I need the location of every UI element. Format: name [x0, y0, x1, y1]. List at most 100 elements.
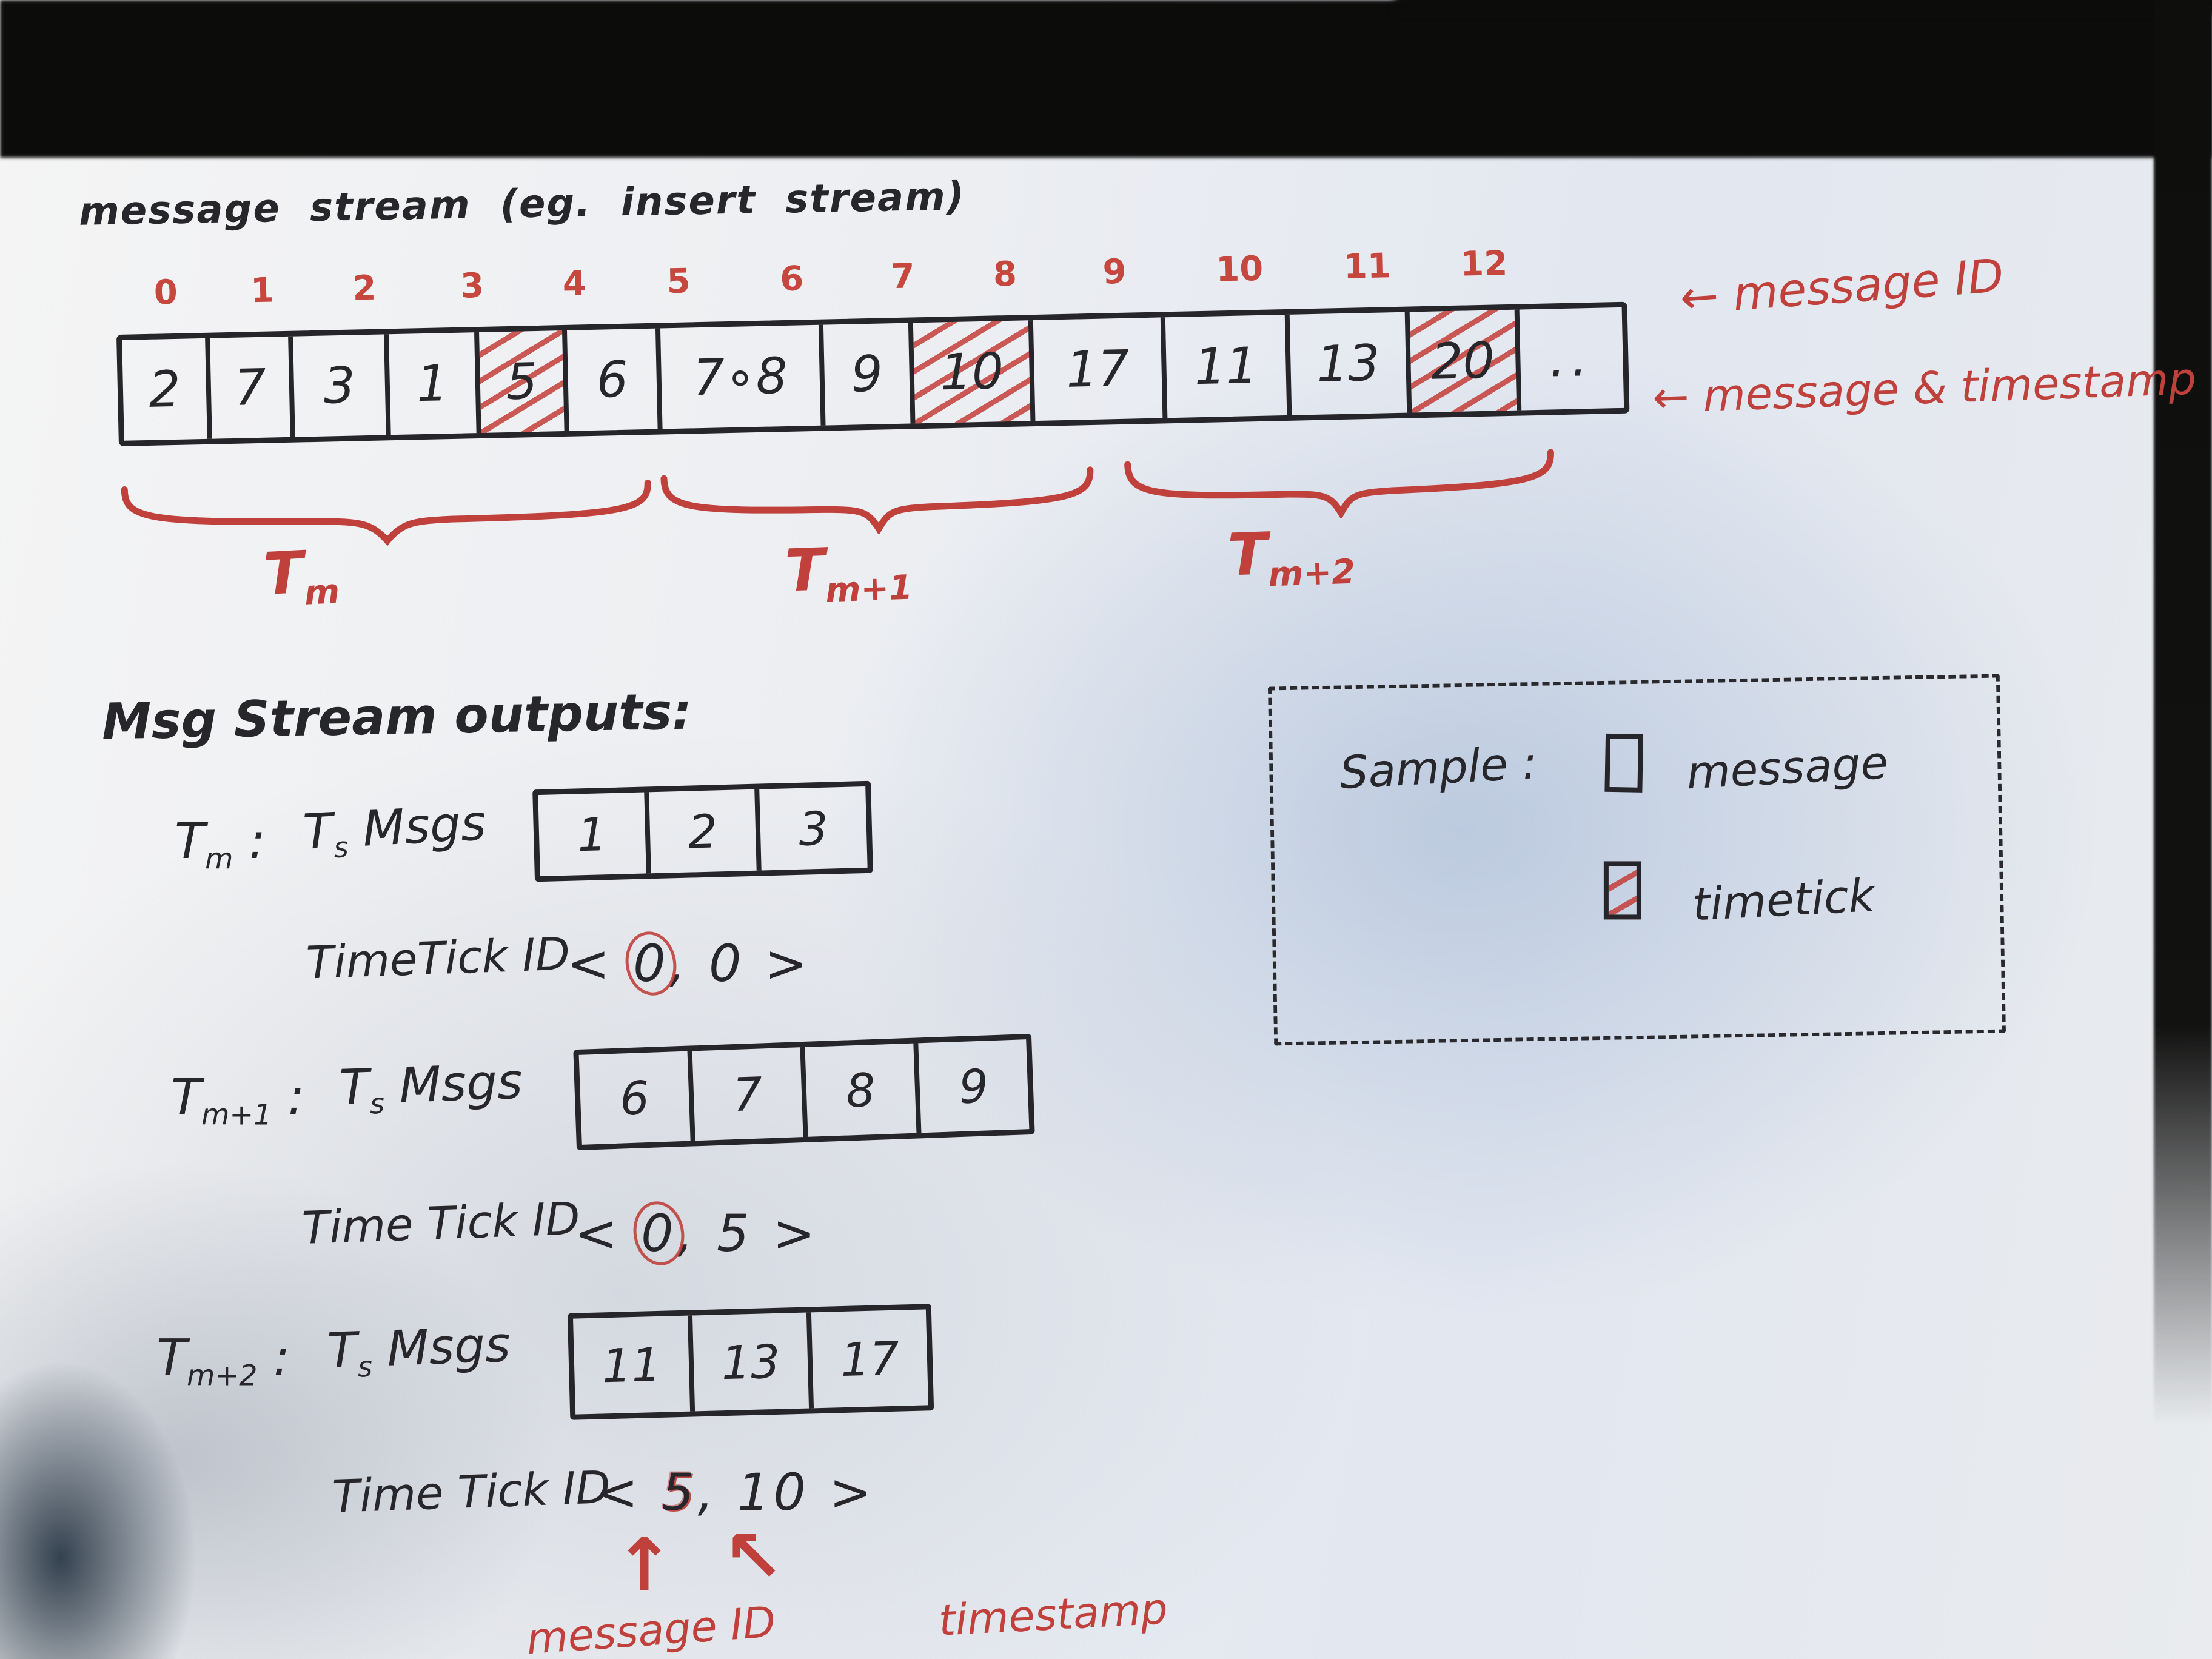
timetick-id-label: TimeTick ID [305, 928, 571, 990]
legend-item-label: timetick [1691, 869, 1876, 931]
window-base: T [171, 1068, 202, 1126]
field-sub: s [332, 831, 349, 865]
output-window-label: Tm : [175, 813, 266, 876]
msg-value: 13 [692, 1312, 814, 1412]
left-arrow-icon: ← [1678, 268, 1721, 325]
angle-open: < [575, 1204, 622, 1263]
msg-value: 17 [840, 1331, 900, 1387]
angle-open: < [567, 934, 614, 993]
window-sub: m [205, 842, 233, 876]
sample-legend-box: Sample : message timetick [1267, 674, 2006, 1046]
stream-index: 5 [666, 261, 691, 302]
window-brace-tm [121, 479, 651, 546]
up-left-arrow-icon: ↖ [723, 1515, 784, 1599]
tick-message-id: 0 [641, 1204, 677, 1263]
stream-cell-message: 2 [122, 338, 213, 441]
stream-index: 11 [1343, 246, 1392, 287]
timetick-id-value: < 0, 0 > [567, 934, 811, 993]
output-window-label: Tm+2 : [156, 1329, 290, 1392]
ts-msgs-label: Ts Msgs [338, 1053, 523, 1121]
window-label-tm1: Tm+1 [784, 532, 913, 611]
window-label-tm2: Tm+2 [1227, 517, 1356, 595]
output-window-label: Tm+1 : [171, 1068, 304, 1131]
window-sub: m+2 [187, 1359, 258, 1393]
msg-value: 6 [578, 1051, 695, 1145]
stream-cell-ellipsis: .. [1549, 329, 1594, 388]
window-label-base: T [1226, 520, 1269, 589]
stream-index: 10 [1215, 249, 1264, 290]
tick-timestamp: 10 [737, 1463, 809, 1522]
tick-timestamp: 0 [708, 934, 745, 993]
msg-value: 8 [805, 1043, 921, 1137]
stream-index: 12 [1460, 243, 1508, 284]
window-base: T [175, 813, 206, 870]
stream-index: 2 [352, 268, 377, 309]
window-sub: m+1 [201, 1098, 272, 1132]
ts-msgs-label: Ts Msgs [302, 794, 488, 866]
msg-value: 11 [573, 1315, 695, 1415]
window-brace-tm2 [1124, 449, 1554, 520]
tick-message-id: 0 [633, 934, 669, 993]
timetick-swatch [1603, 861, 1641, 920]
stream-cell-message: 1 [388, 332, 481, 435]
stream-cell-message: 7∘8 [660, 324, 826, 429]
field-base: T [301, 802, 335, 860]
legend-item-label: message [1685, 737, 1889, 800]
stream-cell-message: 7 [210, 336, 295, 439]
field-sub: s [369, 1087, 385, 1121]
colon: : [287, 1068, 305, 1126]
left-arrow-icon: ← [1651, 370, 1691, 423]
stream-index: 9 [1102, 252, 1127, 292]
ts-msgs-label: Ts Msgs [326, 1316, 511, 1384]
field-rest: Msgs [386, 1316, 512, 1377]
msg-value: 2 [648, 789, 762, 874]
stream-index: 1 [250, 270, 275, 311]
ts-msgs-box: 6 7 8 9 [573, 1033, 1035, 1151]
stream-index: 3 [460, 266, 484, 306]
field-base: T [338, 1058, 370, 1116]
angle-close: > [829, 1463, 876, 1522]
stream-cell-message: 17 [1033, 317, 1167, 421]
tick-timestamp: 5 [716, 1204, 753, 1263]
field-rest: Msgs [398, 1053, 524, 1114]
message-swatch [1604, 733, 1644, 793]
stream-cell-timetick: 20 [1409, 309, 1521, 413]
tick-message-id: 5 [662, 1463, 698, 1522]
stream-index-spacer [1538, 241, 1626, 290]
window-brace-tm1 [660, 466, 1094, 535]
stream-index: 6 [779, 259, 804, 300]
stream-cell-message: 11 [1165, 314, 1292, 418]
stream-cell-timetick: 10 [913, 320, 1036, 424]
window-base: T [156, 1329, 187, 1387]
stream-index: 4 [562, 264, 587, 304]
timetick-id-label: Time Tick ID [331, 1461, 611, 1523]
msg-value: 1 [538, 792, 651, 877]
msg-value: 7 [692, 1047, 808, 1141]
angle-close: > [765, 934, 811, 993]
stream-index: 0 [153, 272, 178, 313]
angle-close: > [773, 1204, 819, 1263]
message-stream-diagram: 0 1 2 3 4 5 6 7 8 9 10 11 12 2 7 3 1 5 6… [115, 241, 1630, 446]
field-sub: s [357, 1350, 373, 1384]
msg-value: 9 [957, 1058, 990, 1114]
stream-cell-timetick: 5 [478, 330, 569, 433]
stream-cell-message: 9 [823, 323, 916, 426]
up-arrow-icon: ↑ [614, 1523, 675, 1607]
window-label-tm: Tm [262, 537, 341, 615]
msg-value: 3 [798, 801, 829, 856]
window-label-base: T [783, 535, 826, 605]
stream-cell-message: 6 [567, 328, 663, 431]
field-rest: Msgs [361, 794, 488, 857]
stream-cell-message: 3 [293, 334, 391, 437]
timetick-id-label: Time Tick ID [301, 1193, 581, 1255]
ts-msgs-box: 11 13 17 [567, 1304, 934, 1420]
window-label-sub: m+1 [825, 568, 913, 611]
comma: , [697, 1463, 718, 1522]
ts-msgs-box: 1 2 3 [532, 780, 873, 882]
window-label-sub: m [303, 571, 341, 613]
outputs-heading: Msg Stream outputs: [101, 683, 692, 751]
field-base: T [326, 1321, 358, 1379]
colon: : [273, 1329, 290, 1387]
